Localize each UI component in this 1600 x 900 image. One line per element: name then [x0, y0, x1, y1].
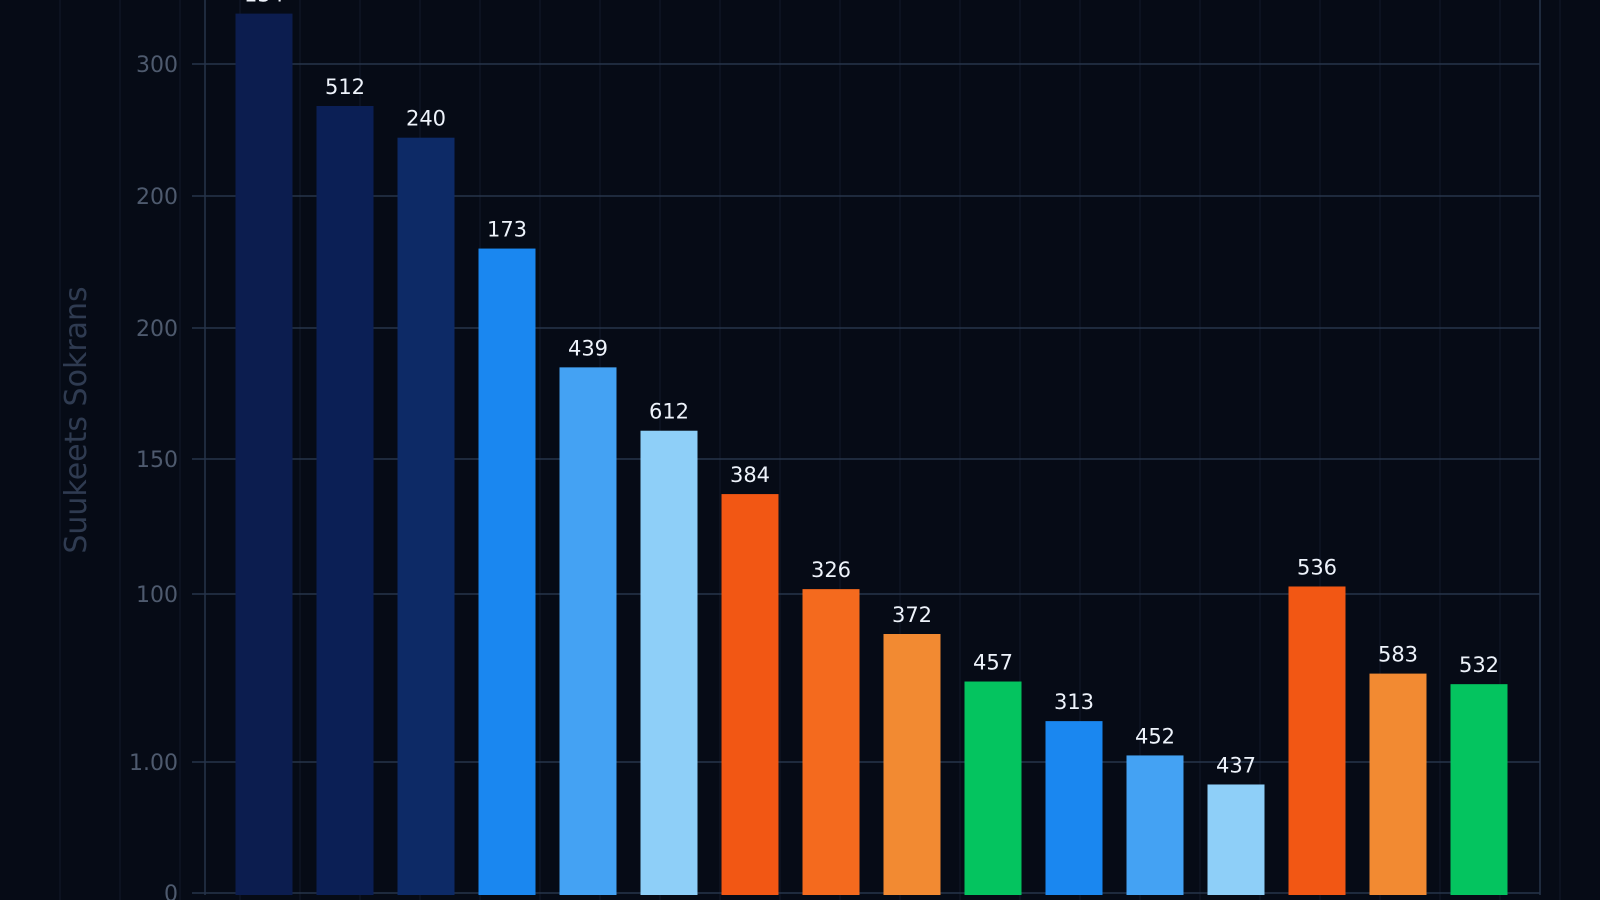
bar: [964, 681, 1022, 895]
bar: [316, 106, 374, 895]
bar: [1045, 721, 1103, 895]
bar: [397, 137, 455, 895]
bar: [1207, 784, 1265, 895]
bar-value-label: 372: [892, 603, 932, 627]
bar: [1369, 673, 1427, 895]
bar-value-label: 326: [811, 558, 851, 582]
bar: [1450, 684, 1508, 895]
bar-value-label: 173: [487, 218, 527, 242]
bar: [235, 13, 293, 896]
bar-value-labels: 134 512 240 173 439 612 384 326 372 457 313 452 437 5…: [244, 0, 1499, 777]
bar-value-label: 439: [568, 336, 608, 360]
y-tick-label: 200: [136, 317, 178, 342]
y-tick-label: 300: [136, 53, 178, 78]
y-tick-label: 200: [136, 185, 178, 210]
bar-value-label: 536: [1297, 555, 1337, 579]
bar-value-label: 612: [649, 400, 689, 424]
bar-value-label: 583: [1378, 643, 1418, 667]
bar-value-label: 512: [325, 75, 365, 99]
y-tick-label: 0: [164, 882, 178, 900]
bar: [559, 367, 617, 895]
y-tick-label: 1.00: [129, 751, 178, 776]
bar-value-label: 452: [1135, 724, 1175, 748]
bar: [883, 634, 941, 895]
bar-value-label: 240: [406, 107, 446, 131]
bar-value-label: 384: [730, 463, 770, 487]
bar: [721, 494, 779, 895]
y-tick-label: 150: [136, 448, 178, 473]
bar-value-label: 313: [1054, 690, 1094, 714]
bar: [1126, 755, 1184, 895]
y-axis-title: Suukeets Sokrans: [59, 286, 94, 553]
bar: [1288, 586, 1346, 895]
bar-value-label: 532: [1459, 653, 1499, 677]
bar: [478, 248, 536, 895]
bar-value-label: 457: [973, 651, 1013, 675]
y-tick-label: 100: [136, 583, 178, 608]
bars: [235, 13, 1508, 896]
bar: [802, 589, 860, 895]
bar: [640, 430, 698, 895]
bar-value-label: 437: [1216, 753, 1256, 777]
bar-value-label: 134: [244, 0, 284, 7]
